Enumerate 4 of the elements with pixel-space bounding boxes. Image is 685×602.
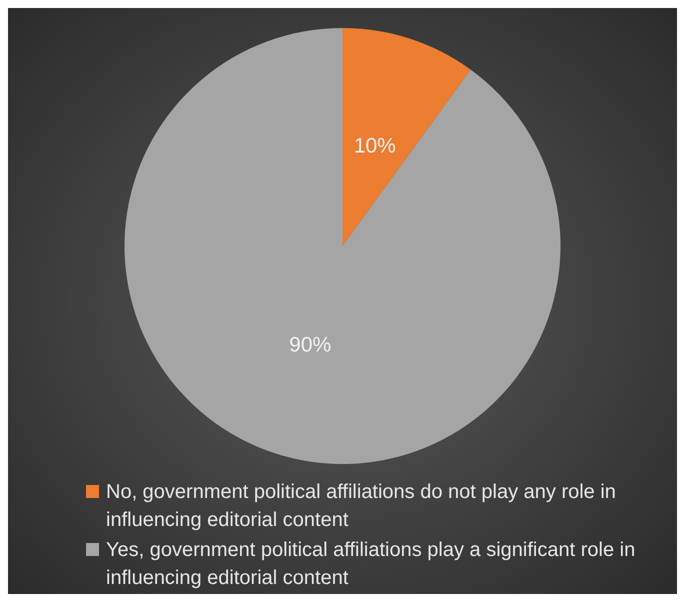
legend-label: Yes, government political affiliations play a significant role in influencing editorial content	[106, 539, 636, 589]
legend-label: No, government political affiliations do not play any role in influencing editorial content	[106, 481, 616, 531]
data-label: 90%	[289, 333, 332, 356]
data-label: 10%	[354, 134, 396, 158]
